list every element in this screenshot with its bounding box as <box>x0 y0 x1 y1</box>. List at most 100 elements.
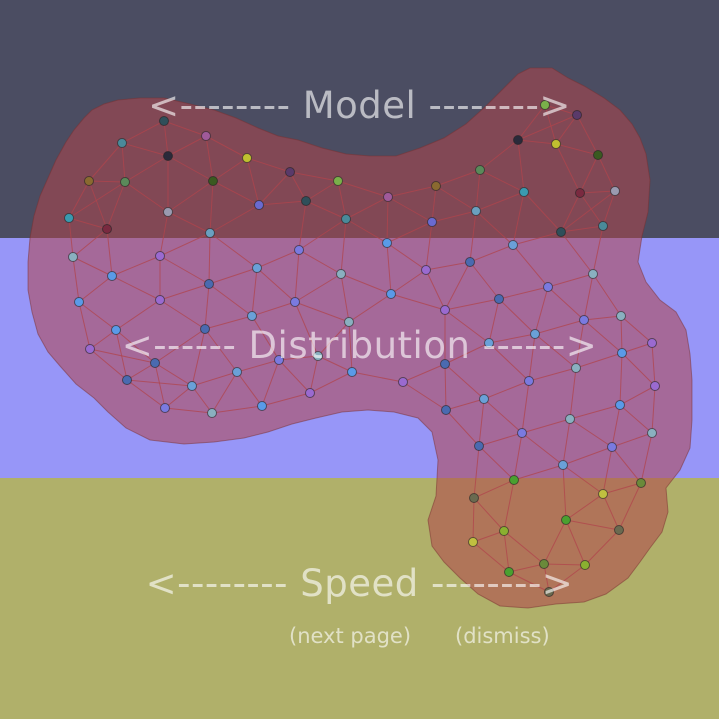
speed-selector[interactable]: <-------- Speed --------> <box>145 562 574 605</box>
mesh-edge <box>472 541 510 573</box>
mesh-node <box>290 297 300 307</box>
mesh-edge <box>620 315 653 344</box>
mesh-edge <box>337 180 347 220</box>
dismiss-link[interactable]: (dismiss) <box>455 624 550 648</box>
mesh-node <box>208 176 218 186</box>
mesh-node <box>117 138 127 148</box>
mesh-edge <box>340 273 350 323</box>
mesh-node <box>252 263 262 273</box>
mesh-edge <box>390 269 427 295</box>
mesh-node <box>64 213 74 223</box>
mesh-edge <box>618 482 642 531</box>
mesh-edge <box>115 329 128 381</box>
mesh-edge <box>498 286 549 300</box>
mesh-edge <box>425 221 433 271</box>
mesh-edge <box>517 139 525 193</box>
mesh-edge <box>340 218 347 275</box>
mesh-edge <box>569 418 613 448</box>
mesh-edge <box>68 181 126 219</box>
mesh-edge <box>583 273 594 321</box>
mesh-edge <box>483 380 530 400</box>
mesh-edge <box>444 298 500 311</box>
mesh-node <box>254 200 264 210</box>
mesh-node <box>163 151 173 161</box>
mesh-edge <box>390 293 446 311</box>
mesh-edge <box>488 298 500 344</box>
mesh-node <box>558 460 568 470</box>
mesh-node <box>155 295 165 305</box>
mesh-node <box>571 363 581 373</box>
mesh-edge <box>386 242 427 271</box>
mesh-edge <box>298 200 307 251</box>
mesh-edge <box>164 385 193 409</box>
mesh-edge <box>289 171 339 182</box>
next-page-link[interactable]: (next page) <box>289 624 412 648</box>
model-selector[interactable]: <-------- Model --------> <box>148 84 571 127</box>
distribution-selector[interactable]: <------ Distribution ------> <box>121 324 598 367</box>
mesh-edge <box>479 169 525 193</box>
mesh-edge <box>209 204 260 234</box>
mesh-node <box>102 224 112 234</box>
mesh-edge <box>425 261 471 271</box>
mesh-edge <box>387 185 437 198</box>
mesh-edge <box>512 244 549 288</box>
mesh-edge <box>204 315 253 330</box>
mesh-edge <box>602 493 620 531</box>
mesh-edge <box>565 493 604 521</box>
mesh-edge <box>602 190 616 227</box>
mesh-edge <box>543 563 586 566</box>
mesh-node <box>504 567 514 577</box>
mesh-edge <box>543 519 567 565</box>
mesh-node <box>247 311 257 321</box>
mesh-edge <box>469 244 514 263</box>
mesh-node <box>580 560 590 570</box>
mesh-edge <box>126 362 156 381</box>
mesh-edge <box>565 519 620 531</box>
mesh-edge <box>503 530 545 565</box>
mesh-edge <box>351 371 404 383</box>
mesh-edge <box>68 180 90 219</box>
mesh-edge <box>569 404 621 420</box>
mesh-node <box>544 587 554 597</box>
mesh-edge <box>478 432 523 447</box>
mesh-edge <box>154 328 206 364</box>
mesh-edge <box>513 464 564 481</box>
mesh-edge <box>583 319 623 354</box>
mesh-node <box>313 351 323 361</box>
mesh-edge <box>258 171 291 206</box>
mesh-edge <box>597 154 616 192</box>
mesh-node <box>598 221 608 231</box>
mesh-edge <box>89 329 117 350</box>
mesh-node <box>421 265 431 275</box>
mesh-edge <box>205 135 214 182</box>
blob-shape <box>27 67 693 609</box>
mesh-edge <box>159 232 211 257</box>
mesh-edge <box>478 445 515 481</box>
mesh-edge <box>258 200 307 206</box>
mesh-node <box>347 367 357 377</box>
mesh-edge <box>435 169 481 187</box>
mesh-edge <box>72 256 80 303</box>
mesh-node <box>614 525 624 535</box>
mesh-edge <box>208 283 253 317</box>
mesh-edge <box>251 315 280 361</box>
mesh-edge <box>159 299 206 330</box>
mesh-edge <box>534 333 577 369</box>
mesh-edge <box>167 180 214 213</box>
mesh-edge <box>619 404 653 434</box>
mesh-node <box>232 367 242 377</box>
mesh-edge <box>575 352 623 369</box>
mesh-edge <box>472 497 475 543</box>
mesh-edge <box>651 342 656 387</box>
mesh-edge <box>521 380 530 434</box>
mesh-edge <box>444 363 447 411</box>
mesh-edge <box>111 255 161 277</box>
mesh-edge <box>555 143 581 194</box>
mesh-edge <box>528 333 536 382</box>
mesh-node <box>344 317 354 327</box>
mesh-node <box>120 177 130 187</box>
mesh-edge <box>205 135 248 159</box>
mesh-node <box>107 271 117 281</box>
mesh-edge <box>309 371 353 394</box>
